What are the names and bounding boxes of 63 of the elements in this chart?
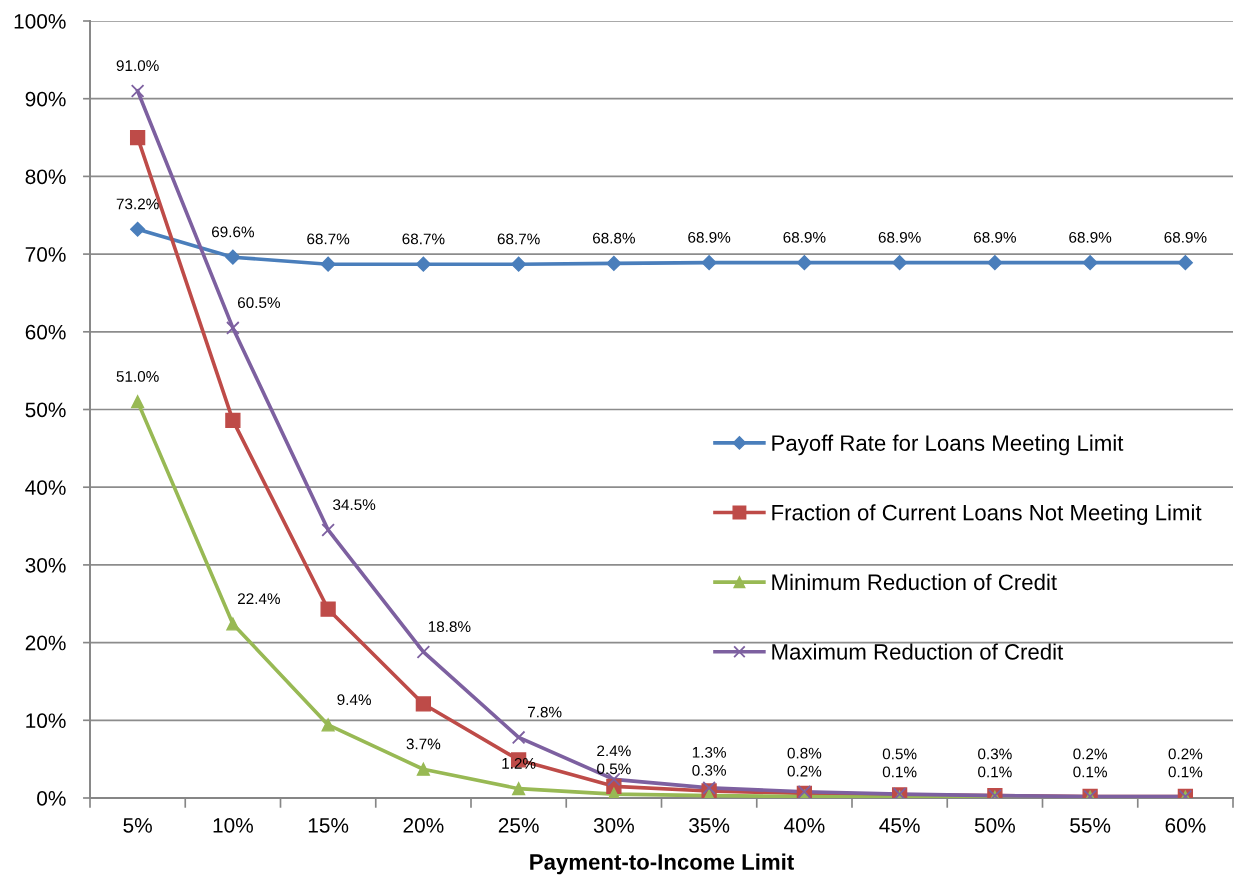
- y-tick-label: 20%: [25, 635, 66, 651]
- data-label: 73.2%: [116, 198, 159, 210]
- data-label: 68.7%: [497, 233, 540, 245]
- data-label: 68.7%: [307, 233, 350, 245]
- data-label: 0.1%: [1073, 766, 1107, 778]
- data-label: 1.3%: [692, 746, 726, 758]
- legend-label: Fraction of Current Loans Not Meeting Limit: [772, 504, 1202, 525]
- y-tick-label: 70%: [25, 247, 66, 262]
- data-label: 68.7%: [402, 233, 445, 245]
- x-tick-label: 45%: [879, 818, 920, 833]
- y-tick-label: 30%: [25, 557, 66, 573]
- data-label: 60.5%: [237, 297, 280, 309]
- x-tick-label: 10%: [213, 817, 253, 833]
- x-tick-label: 25%: [498, 817, 539, 833]
- data-label: 0.1%: [978, 766, 1012, 778]
- legend-label: Maximum Reduction of Credit: [772, 643, 1064, 660]
- y-tick-label: 90%: [25, 91, 66, 107]
- data-label: 2.4%: [597, 745, 631, 757]
- legend-label: Payoff Rate for Loans Meeting Limit: [772, 434, 1124, 456]
- x-axis-title: Payment-to-Income Limit: [530, 853, 794, 875]
- y-tick-label: 40%: [25, 480, 66, 495]
- data-label: 0.8%: [787, 747, 822, 759]
- data-label: 22.4%: [237, 593, 280, 604]
- data-label: 0.2%: [1168, 748, 1203, 760]
- data-label: 18.8%: [428, 621, 471, 633]
- x-tick-label: 30%: [593, 817, 634, 833]
- data-label: 91.0%: [116, 60, 159, 72]
- data-label: 68.9%: [1069, 231, 1112, 243]
- x-tick-label: 55%: [1070, 818, 1111, 833]
- x-tick-label: 5%: [123, 818, 152, 833]
- data-label: 3.7%: [406, 738, 441, 750]
- y-tick-label: 50%: [25, 402, 66, 418]
- data-label: 68.8%: [592, 232, 635, 244]
- data-label: 0.1%: [1168, 766, 1203, 778]
- data-label: 34.5%: [333, 499, 376, 511]
- data-label: 68.9%: [878, 231, 921, 243]
- data-label: 68.9%: [1164, 231, 1207, 243]
- y-tick-label: 0%: [37, 791, 66, 806]
- data-label: 69.6%: [211, 226, 254, 238]
- data-label: 51.0%: [116, 371, 159, 382]
- data-label: 0.1%: [882, 766, 917, 778]
- y-tick-label: 100%: [14, 14, 66, 29]
- y-tick-label: 80%: [25, 169, 66, 185]
- data-label: 0.2%: [1073, 748, 1107, 760]
- x-tick-label: 20%: [403, 817, 444, 833]
- data-label: 9.4%: [337, 694, 371, 706]
- data-label: 0.5%: [882, 748, 917, 760]
- x-tick-label: 60%: [1165, 817, 1206, 833]
- x-tick-label: 15%: [308, 818, 349, 833]
- data-label: 68.9%: [688, 231, 731, 243]
- x-tick-label: 35%: [689, 817, 730, 833]
- data-label: 68.9%: [783, 231, 826, 243]
- data-label: 0.2%: [787, 765, 822, 777]
- x-tick-label: 50%: [974, 817, 1015, 833]
- data-label: 0.3%: [692, 764, 726, 776]
- data-label: 7.8%: [528, 706, 562, 718]
- data-label: 68.9%: [973, 231, 1016, 243]
- y-tick-label: 60%: [25, 324, 66, 340]
- y-tick-label: 10%: [26, 713, 66, 729]
- legend-label: Minimum Reduction of Credit: [772, 573, 1057, 591]
- data-label: 0.5%: [597, 763, 631, 775]
- data-label: 0.3%: [978, 748, 1012, 760]
- x-tick-label: 40%: [784, 817, 825, 833]
